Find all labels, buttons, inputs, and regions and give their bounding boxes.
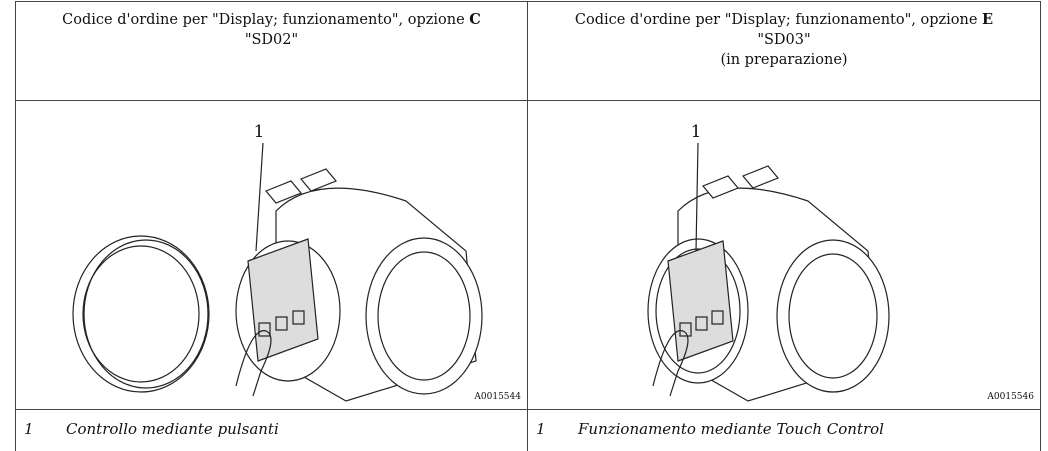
caption-text: Funzionamento mediante Touch Control xyxy=(578,420,884,438)
header-line: (in preparazione) xyxy=(720,52,848,68)
header-cell: Codice d'ordine per "Display; funzioname… xyxy=(527,1,1041,101)
header-text: Codice d'ordine per "Display; funzioname… xyxy=(62,12,470,28)
figure-code: A0015546 xyxy=(986,392,1034,402)
header-line: "SD03" xyxy=(757,32,811,48)
caption-text: Controllo mediante pulsanti xyxy=(66,420,279,438)
figure-cell: 1 A0015544 xyxy=(15,100,528,410)
figure-cell: 1 A0015546 xyxy=(527,100,1041,410)
header-line: "SD02" xyxy=(244,32,299,48)
caption-number: 1 xyxy=(536,420,546,438)
illustration: 1 A0015546 xyxy=(647,122,1034,402)
header-cell: Codice d'ordine per "Display; funzioname… xyxy=(15,1,528,101)
header-text: Codice d'ordine per "Display; funzioname… xyxy=(574,12,983,28)
header-option: C xyxy=(469,11,481,28)
header-option: E xyxy=(982,11,994,28)
illustration: 1 A0015544 xyxy=(72,122,521,402)
callout: 1 xyxy=(691,122,702,142)
caption-cell: 1 Controllo mediante pulsanti xyxy=(15,409,528,451)
callout: 1 xyxy=(254,122,265,142)
caption-number: 1 xyxy=(24,420,34,438)
figure-code: A0015544 xyxy=(473,392,521,402)
caption-cell: 1 Funzionamento mediante Touch Control xyxy=(527,409,1041,451)
